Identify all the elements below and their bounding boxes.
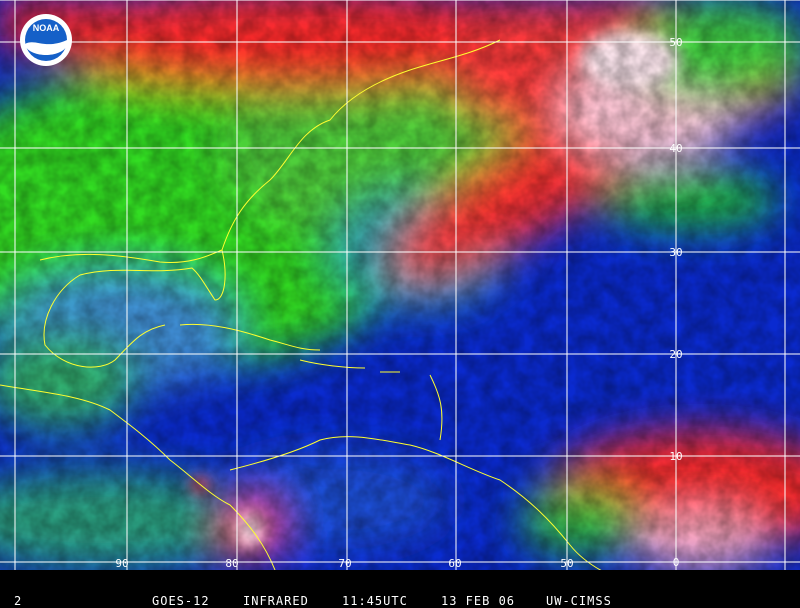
graticule [0, 0, 800, 570]
latitude-label: 10 [669, 450, 682, 463]
coastlines [0, 39, 602, 570]
time: 11:45UTC [342, 594, 408, 608]
logo-text: NOAA [33, 23, 60, 33]
latitude-label: 0 [673, 556, 680, 569]
longitude-label: 70 [338, 557, 351, 570]
frame-number: 2 [14, 594, 22, 608]
date: 13 FEB 06 [441, 594, 515, 608]
footer-band [0, 570, 800, 608]
longitude-label: 80 [225, 557, 238, 570]
noaa-logo: NOAA [20, 14, 72, 66]
channel: INFRARED [243, 594, 309, 608]
satellite: GOES-12 [152, 594, 210, 608]
longitude-label: 60 [448, 557, 461, 570]
latitude-label: 40 [669, 142, 682, 155]
latitude-label: 30 [669, 246, 682, 259]
longitude-label: 90 [115, 557, 128, 570]
longitude-label: 50 [560, 557, 573, 570]
latitude-label: 20 [669, 348, 682, 361]
source: UW-CIMSS [546, 594, 612, 608]
latitude-label: 50 [669, 36, 682, 49]
cloud-imagery [0, 0, 800, 570]
